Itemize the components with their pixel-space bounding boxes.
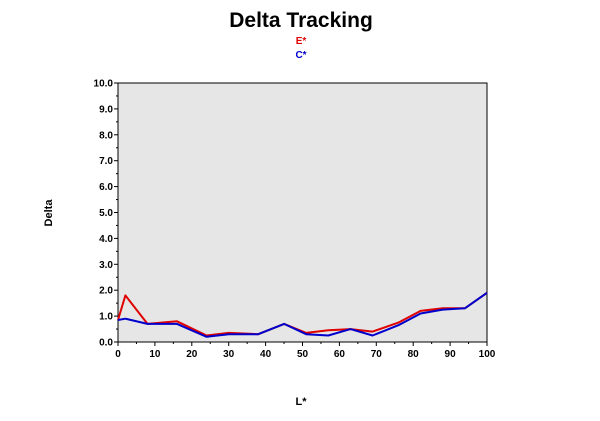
y-tick-label: 8.0 — [99, 130, 113, 141]
y-tick-label: 3.0 — [99, 260, 113, 271]
x-tick-label: 60 — [334, 349, 346, 360]
y-tick-label: 6.0 — [99, 182, 113, 193]
x-tick-label: 70 — [371, 349, 383, 360]
legend-entry-c: C* — [295, 50, 306, 61]
x-tick-label: 0 — [115, 349, 121, 360]
y-tick-label: 1.0 — [99, 312, 113, 323]
y-tick-label: 5.0 — [99, 208, 113, 219]
y-axis-label: Delta — [43, 199, 55, 227]
x-tick-label: 50 — [297, 349, 309, 360]
chart-title: Delta Tracking — [229, 9, 373, 32]
y-tick-label: 10.0 — [94, 79, 114, 90]
x-tick-label: 40 — [260, 349, 272, 360]
y-tick-label: 2.0 — [99, 286, 113, 297]
series-line-c — [117, 291, 488, 338]
axes: 0.0 1.0 2.0 3.0 4.0 5.0 6.0 7.0 8.0 9.0 10.0 0 10 20 3… — [94, 79, 496, 361]
y-tick-label: 9.0 — [99, 104, 113, 115]
y-tick-label: 4.0 — [99, 234, 113, 245]
series-line-e — [117, 291, 488, 337]
x-tick-label: 100 — [479, 349, 496, 360]
x-axis-label: L* — [296, 396, 308, 408]
x-tick-label: 20 — [186, 349, 198, 360]
series-lines — [117, 291, 488, 338]
x-tick-label: 90 — [445, 349, 457, 360]
legend-entry-e: E* — [296, 36, 307, 47]
plot-area — [117, 82, 488, 343]
y-tick-label: 7.0 — [99, 156, 113, 167]
x-tick-label: 30 — [223, 349, 235, 360]
x-tick-label: 80 — [408, 349, 420, 360]
y-tick-label: 0.0 — [99, 338, 113, 349]
x-tick-label: 10 — [149, 349, 161, 360]
